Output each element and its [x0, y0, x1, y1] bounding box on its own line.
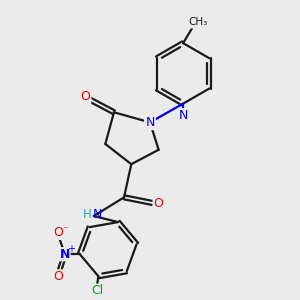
Text: N: N: [60, 248, 70, 261]
Text: CH₃: CH₃: [188, 17, 208, 27]
Text: +: +: [67, 244, 75, 254]
Text: N: N: [145, 116, 155, 129]
Text: O: O: [80, 90, 90, 103]
Text: Cl: Cl: [91, 284, 103, 297]
Text: N: N: [93, 208, 102, 220]
Text: O: O: [53, 270, 63, 283]
Text: O: O: [154, 196, 164, 210]
Text: N: N: [178, 109, 188, 122]
Text: O: O: [53, 226, 63, 239]
Text: ⁻: ⁻: [62, 225, 68, 235]
Text: H: H: [83, 208, 92, 220]
